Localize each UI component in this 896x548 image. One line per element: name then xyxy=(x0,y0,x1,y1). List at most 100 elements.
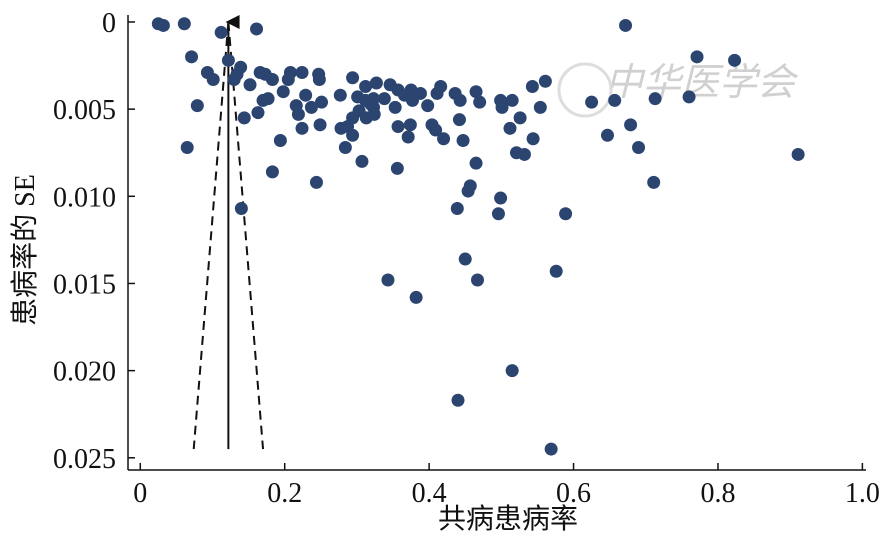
point xyxy=(190,99,204,113)
point xyxy=(434,79,448,93)
point xyxy=(295,66,309,80)
point xyxy=(299,88,313,102)
point xyxy=(491,207,505,221)
point xyxy=(390,161,404,175)
point xyxy=(243,78,257,92)
point xyxy=(369,76,383,90)
point xyxy=(495,100,509,114)
point xyxy=(608,93,622,107)
point xyxy=(453,93,467,107)
y-tick-label: 0.005 xyxy=(53,95,116,126)
point xyxy=(544,442,558,456)
x-axis-label: 共病患病率 xyxy=(438,503,578,535)
point xyxy=(471,273,485,287)
point xyxy=(291,107,305,121)
point xyxy=(333,88,347,102)
point xyxy=(313,118,327,132)
y-tick-label: 0.020 xyxy=(53,357,116,388)
point xyxy=(600,128,614,142)
y-axis-label: 患病率的 SE xyxy=(9,174,41,326)
point xyxy=(533,100,547,114)
point xyxy=(494,191,508,205)
point xyxy=(381,273,395,287)
point xyxy=(619,18,633,32)
point xyxy=(409,290,423,304)
watermark: 中华医学会 xyxy=(605,62,799,104)
point xyxy=(456,134,470,148)
point xyxy=(334,121,348,135)
point xyxy=(377,92,391,106)
x-tick-label: 0 xyxy=(133,478,147,509)
point xyxy=(458,252,472,266)
point xyxy=(388,100,402,114)
funnel-line xyxy=(227,21,265,450)
point xyxy=(624,118,638,132)
point xyxy=(177,17,191,31)
point xyxy=(312,73,326,87)
x-tick-label: 0.4 xyxy=(412,478,447,509)
point xyxy=(425,118,439,132)
point xyxy=(227,73,241,87)
point xyxy=(180,140,194,154)
point xyxy=(251,106,265,120)
point xyxy=(256,93,270,107)
point xyxy=(513,111,527,125)
point xyxy=(437,132,451,146)
point xyxy=(648,92,662,106)
point xyxy=(505,364,519,378)
point xyxy=(355,154,369,168)
point xyxy=(283,66,297,80)
point xyxy=(206,73,220,87)
point xyxy=(406,93,420,107)
point xyxy=(469,85,483,99)
point xyxy=(185,50,199,64)
point xyxy=(359,79,373,93)
point xyxy=(461,184,475,198)
point xyxy=(647,175,661,189)
x-tick-label: 0.2 xyxy=(267,478,302,509)
point xyxy=(451,393,465,407)
point xyxy=(632,140,646,154)
point xyxy=(351,90,365,104)
point xyxy=(473,95,487,109)
point xyxy=(682,90,696,104)
point xyxy=(304,100,318,114)
point xyxy=(309,175,323,189)
point xyxy=(391,120,405,134)
point xyxy=(690,50,704,64)
point xyxy=(559,207,573,221)
point xyxy=(517,147,531,161)
point xyxy=(585,95,599,109)
funnel-line xyxy=(192,21,230,450)
point xyxy=(156,18,170,32)
point xyxy=(452,113,466,127)
y-tick-label: 0 xyxy=(102,8,116,39)
point xyxy=(549,264,563,278)
point xyxy=(421,99,435,113)
point xyxy=(346,71,360,85)
x-tick-label: 0.6 xyxy=(556,478,591,509)
point xyxy=(503,121,517,135)
point xyxy=(237,111,251,125)
point xyxy=(525,79,539,93)
point xyxy=(276,85,290,99)
x-tick-label: 0.8 xyxy=(700,478,735,509)
y-tick-label: 0.010 xyxy=(53,182,116,213)
point xyxy=(791,147,805,161)
point xyxy=(338,140,352,154)
point xyxy=(367,107,381,121)
point xyxy=(273,134,287,148)
point xyxy=(505,93,519,107)
watermark-logo xyxy=(557,62,613,118)
point xyxy=(401,130,415,144)
point xyxy=(538,74,552,88)
point xyxy=(265,73,279,87)
y-tick-label: 0.015 xyxy=(53,269,116,300)
point xyxy=(526,132,540,146)
point xyxy=(346,128,360,142)
y-tick-label: 0.025 xyxy=(53,444,116,475)
point xyxy=(250,22,264,36)
point xyxy=(295,121,309,135)
x-tick-label: 1.0 xyxy=(845,478,880,509)
